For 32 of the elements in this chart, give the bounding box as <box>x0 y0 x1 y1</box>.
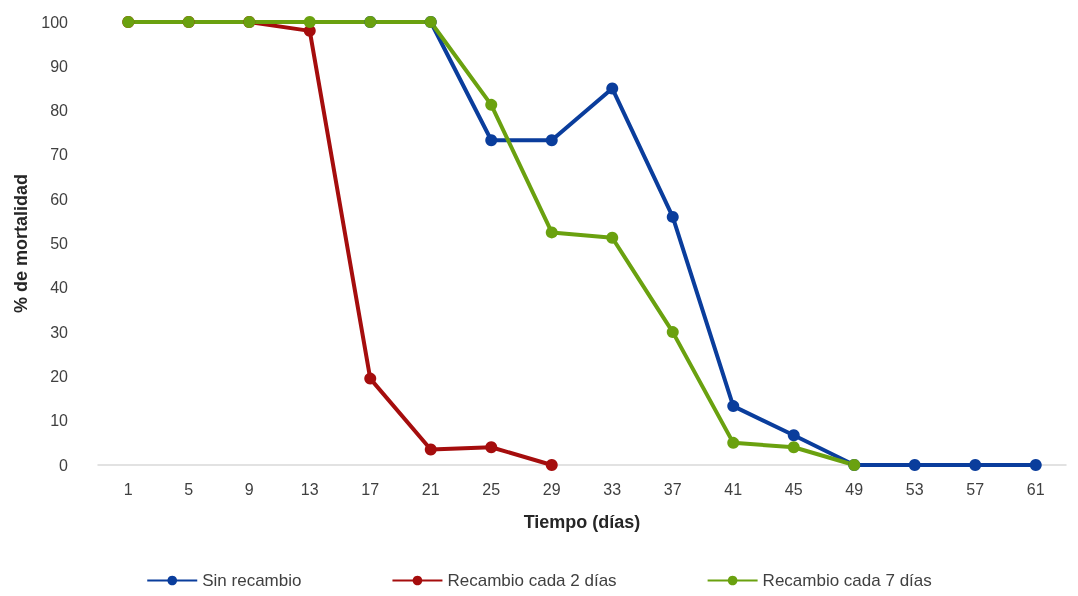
y-tick-label: 20 <box>50 367 69 385</box>
y-tick-label: 40 <box>50 279 69 297</box>
y-tick-label: 90 <box>50 57 69 75</box>
y-tick-label: 0 <box>59 456 69 474</box>
x-tick-label: 9 <box>244 480 254 498</box>
legend-label: Recambio cada 2 días <box>447 571 617 590</box>
y-tick-label: 100 <box>41 13 69 31</box>
y-tick-label: 10 <box>50 412 69 430</box>
x-tick-label: 45 <box>784 480 803 498</box>
x-tick-label: 5 <box>184 480 194 498</box>
legend-label: Sin recambio <box>202 571 302 590</box>
x-tick-label: 53 <box>905 480 924 498</box>
x-axis-title: Tiempo (días) <box>523 512 641 532</box>
x-tick-label: 41 <box>724 480 743 498</box>
x-tick-label: 29 <box>542 480 561 498</box>
y-tick-label: 50 <box>50 235 69 252</box>
legend-label: Recambio cada 7 días <box>762 571 932 590</box>
y-axis-title: % de mortalidad <box>11 173 32 314</box>
y-tick-label: 30 <box>50 323 69 341</box>
y-tick-label: 80 <box>50 102 69 120</box>
x-tick-label: 61 <box>1026 480 1045 498</box>
x-tick-label: 13 <box>300 480 319 498</box>
x-tick-label: 25 <box>482 480 501 498</box>
y-tick-label: 60 <box>50 190 69 208</box>
x-tick-label: 37 <box>663 480 682 498</box>
x-tick-label: 49 <box>845 480 864 498</box>
x-tick-label: 57 <box>966 480 985 498</box>
x-tick-label: 33 <box>603 480 622 498</box>
x-tick-label: 1 <box>123 480 133 498</box>
x-tick-label: 17 <box>361 480 380 498</box>
x-tick-label: 21 <box>421 480 440 498</box>
y-tick-label: 70 <box>50 146 69 164</box>
